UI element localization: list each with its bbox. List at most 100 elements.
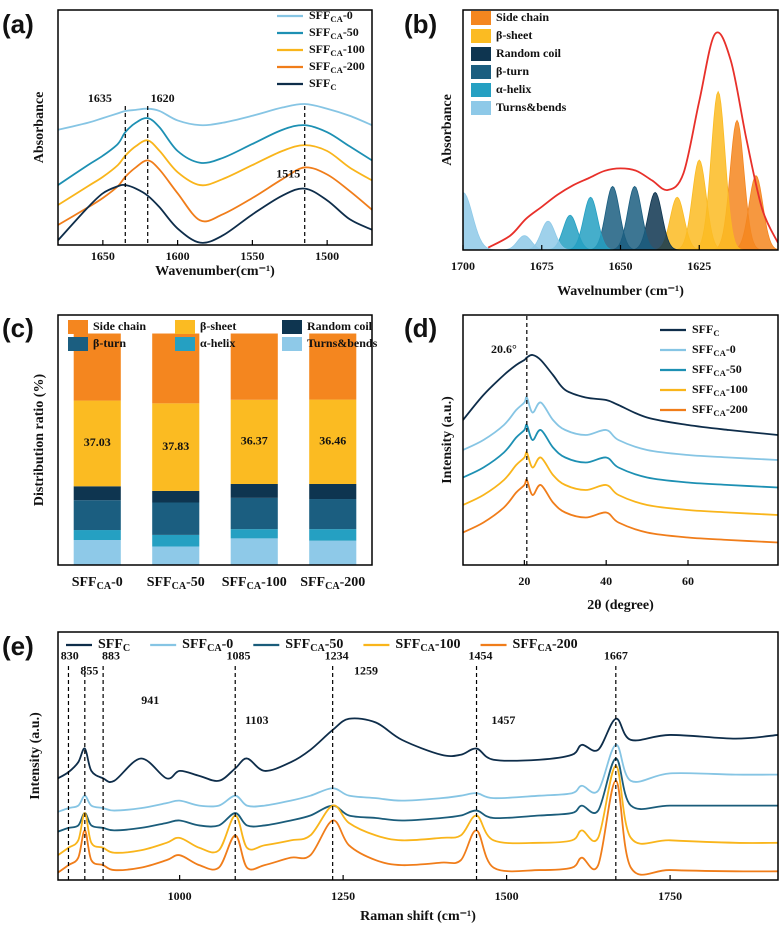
- y-axis-title: Absorbance: [440, 94, 455, 166]
- annotation: 1454: [468, 649, 492, 663]
- bar-segment: [73, 500, 121, 531]
- x-tick-label: 1625: [687, 259, 711, 273]
- annotation: 855: [80, 663, 98, 677]
- text-part: SFF: [513, 637, 538, 652]
- panel-label: (d): [404, 313, 437, 343]
- text-part: CA: [713, 388, 726, 398]
- series-line: [58, 779, 778, 876]
- legend-swatch: [471, 47, 491, 61]
- text-part: CA: [420, 643, 435, 654]
- legend-label: Random coil: [307, 319, 373, 333]
- series-line: [58, 757, 778, 833]
- series-line: [58, 765, 778, 856]
- plot-frame: [57, 314, 373, 566]
- legend-label: α-helix: [200, 336, 235, 350]
- text-part: SFF: [285, 637, 310, 652]
- x-tick-label: 60: [682, 574, 694, 588]
- text-part: -0: [343, 8, 353, 22]
- text-part: -100: [343, 42, 365, 56]
- text-part: CA: [172, 581, 187, 592]
- bar-segment: [230, 529, 278, 539]
- legend-swatch: [471, 29, 491, 43]
- annotation: 1103: [245, 713, 268, 727]
- annotation: 20.6°: [491, 342, 517, 356]
- text-part: SFF: [692, 362, 713, 376]
- plot-frame: [462, 314, 779, 566]
- text-part: -0: [111, 575, 123, 590]
- text-part: -50: [726, 362, 742, 376]
- text-part: C: [713, 328, 719, 338]
- text-part: CA: [310, 643, 325, 654]
- text-part: SFF: [309, 42, 330, 56]
- series-line: [58, 743, 778, 813]
- legend-swatch: [471, 101, 491, 115]
- bar-segment: [73, 400, 121, 487]
- text-part: CA: [97, 581, 112, 592]
- x-tick-label: 40: [600, 574, 612, 588]
- text-part: -100: [726, 382, 748, 396]
- text-part: SFF: [692, 382, 713, 396]
- plot-area: [73, 333, 357, 565]
- legend-label: β-sheet: [496, 28, 532, 42]
- legend-label: SFFC: [98, 637, 130, 654]
- x-tick-label: 1650: [91, 249, 115, 263]
- y-axis-title: Intensity (a.u.): [440, 396, 455, 484]
- text-part: CA: [713, 408, 726, 418]
- text-part: SFF: [182, 637, 207, 652]
- bar-segment: [230, 399, 278, 484]
- text-part: SFF: [692, 402, 713, 416]
- series-line: [58, 184, 372, 244]
- text-part: -200: [343, 59, 365, 73]
- text-part: SFF: [222, 575, 247, 590]
- x-tick-label: 1550: [240, 249, 264, 263]
- legend-label: β-turn: [93, 336, 126, 350]
- legend-swatch: [471, 11, 491, 25]
- legend-label: SFFCA-50: [285, 637, 343, 654]
- x-tick-label: 1700: [451, 259, 475, 273]
- x-axis-title: Wavenumber(cm⁻¹): [155, 264, 275, 279]
- series-line: [463, 354, 778, 436]
- text-part: SFF: [309, 59, 330, 73]
- legend-label: Side chain: [93, 319, 146, 333]
- y-axis-title: Absorbance: [32, 92, 47, 164]
- x-tick-label: 1000: [168, 889, 192, 903]
- x-tick-label: 1500: [315, 249, 339, 263]
- legend-swatch: [68, 320, 88, 334]
- text-part: -0: [222, 637, 234, 652]
- legend-label: SFFCA-100: [692, 382, 748, 398]
- x-axis-title: Wavelnumber (cm⁻¹): [557, 284, 684, 299]
- text-part: -100: [261, 575, 287, 590]
- x-tick-label: SFFCA-50: [147, 575, 205, 592]
- bar-segment: [230, 483, 278, 498]
- panel-label: (c): [2, 313, 34, 343]
- legend-label: SFFCA-200: [309, 59, 365, 75]
- legend-label: Random coil: [496, 46, 562, 60]
- text-part: -200: [552, 637, 578, 652]
- legend-label: SFFCA-0: [692, 342, 736, 358]
- annotation: 1085: [226, 649, 250, 663]
- legend-swatch: [68, 337, 88, 351]
- text-part: SFF: [692, 342, 713, 356]
- text-part: CA: [713, 368, 726, 378]
- text-part: C: [123, 643, 130, 654]
- x-tick-label: 1650: [609, 259, 633, 273]
- plot-frame: [57, 631, 779, 881]
- fitted-peak: [690, 90, 746, 250]
- x-tick-label: 1675: [530, 259, 554, 273]
- fitted-peak: [463, 191, 501, 250]
- bar-segment: [309, 529, 357, 541]
- bar-segment: [309, 399, 357, 484]
- plot-area: [463, 354, 778, 544]
- x-tick-label: SFFCA-200: [300, 575, 365, 592]
- bar-segment: [73, 486, 121, 501]
- fit-curve: [487, 31, 778, 249]
- bar-segment: [152, 534, 200, 547]
- plot-frame: [462, 9, 779, 251]
- panel-label: (e): [2, 631, 34, 661]
- data-label: 36.37: [241, 434, 268, 448]
- panel-label: (b): [404, 9, 437, 39]
- legend-label: β-turn: [496, 64, 529, 78]
- text-part: SFF: [300, 575, 325, 590]
- text-part: -50: [325, 637, 344, 652]
- x-axis-title: 2θ (degree): [587, 598, 654, 613]
